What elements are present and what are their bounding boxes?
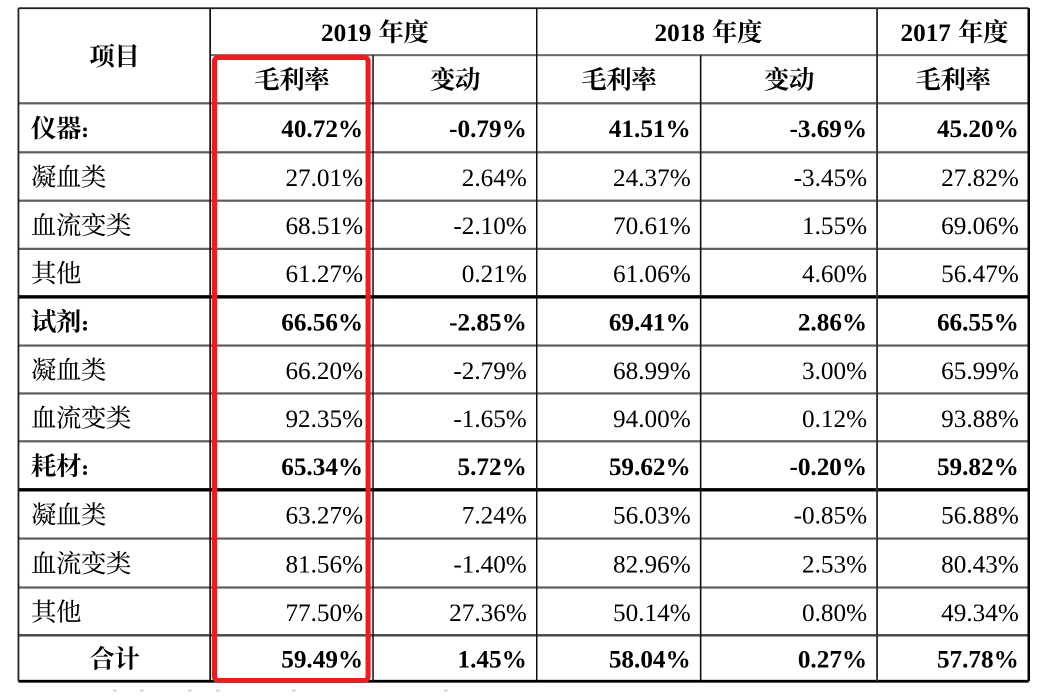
svg-text:-2.10%: -2.10% (453, 213, 526, 240)
svg-text:0.21%: 0.21% (462, 261, 527, 288)
svg-text:70.61%: 70.61% (613, 213, 691, 240)
svg-text:56.03%: 56.03% (613, 503, 691, 530)
svg-text:49.34%: 49.34% (941, 600, 1019, 627)
svg-text:24.37%: 24.37% (613, 165, 691, 192)
svg-text:5.72%: 5.72% (458, 454, 527, 481)
svg-text:50.14%: 50.14% (613, 600, 691, 627)
svg-text:0.80%: 0.80% (802, 600, 867, 627)
svg-text:27.36%: 27.36% (449, 600, 527, 627)
svg-text:94.00%: 94.00% (613, 406, 691, 433)
svg-text:1.55%: 1.55% (802, 213, 867, 240)
svg-text:2018: 2018 (655, 20, 705, 47)
svg-text:2.64%: 2.64% (462, 165, 527, 192)
svg-text:65.99%: 65.99% (941, 358, 1019, 385)
svg-text:69.41%: 69.41% (609, 310, 691, 337)
svg-text:40.72%: 40.72% (281, 116, 363, 143)
svg-text:2019: 2019 (321, 20, 371, 47)
svg-text:-3.69%: -3.69% (789, 116, 867, 143)
svg-text:-2.79%: -2.79% (453, 358, 526, 385)
svg-text:69.06%: 69.06% (941, 213, 1019, 240)
svg-text:56.47%: 56.47% (941, 261, 1019, 288)
svg-text:59.62%: 59.62% (609, 454, 691, 481)
svg-text:45.20%: 45.20% (937, 116, 1019, 143)
svg-text:77.50%: 77.50% (285, 600, 363, 627)
svg-text:27.82%: 27.82% (941, 165, 1019, 192)
svg-text:57.78%: 57.78% (937, 647, 1019, 674)
svg-text:61.27%: 61.27% (285, 261, 363, 288)
svg-text:-0.20%: -0.20% (789, 454, 867, 481)
svg-text:27.01%: 27.01% (285, 165, 363, 192)
svg-text:2.53%: 2.53% (802, 551, 867, 578)
svg-text:0.12%: 0.12% (802, 406, 867, 433)
svg-text:66.55%: 66.55% (937, 310, 1019, 337)
svg-text:7.24%: 7.24% (462, 503, 527, 530)
svg-text:-3.45%: -3.45% (794, 165, 867, 192)
svg-text:81.56%: 81.56% (285, 551, 363, 578)
svg-text:61.06%: 61.06% (613, 261, 691, 288)
svg-text:66.56%: 66.56% (281, 310, 363, 337)
svg-text:63.27%: 63.27% (285, 503, 363, 530)
svg-text:59.49%: 59.49% (281, 647, 363, 674)
svg-text:0.27%: 0.27% (798, 647, 867, 674)
svg-text:2017: 2017 (901, 20, 951, 47)
svg-text:4.60%: 4.60% (802, 261, 867, 288)
svg-text:93.88%: 93.88% (941, 406, 1019, 433)
svg-text:-0.79%: -0.79% (449, 116, 527, 143)
svg-text:41.51%: 41.51% (609, 116, 691, 143)
svg-text:68.99%: 68.99% (613, 358, 691, 385)
svg-text:66.20%: 66.20% (285, 358, 363, 385)
svg-text:2.86%: 2.86% (798, 310, 867, 337)
svg-text:-0.85%: -0.85% (794, 503, 867, 530)
svg-text:58.04%: 58.04% (609, 647, 691, 674)
svg-text:3.00%: 3.00% (802, 358, 867, 385)
svg-text:82.96%: 82.96% (613, 551, 691, 578)
svg-text:68.51%: 68.51% (285, 213, 363, 240)
svg-text:-1.40%: -1.40% (453, 551, 526, 578)
svg-text:-2.85%: -2.85% (449, 310, 527, 337)
svg-text:-1.65%: -1.65% (453, 406, 526, 433)
svg-text:59.82%: 59.82% (937, 454, 1019, 481)
svg-text:1.45%: 1.45% (458, 647, 527, 674)
svg-text:56.88%: 56.88% (941, 503, 1019, 530)
svg-text:65.34%: 65.34% (281, 454, 363, 481)
svg-text:80.43%: 80.43% (941, 551, 1019, 578)
svg-text:92.35%: 92.35% (285, 406, 363, 433)
